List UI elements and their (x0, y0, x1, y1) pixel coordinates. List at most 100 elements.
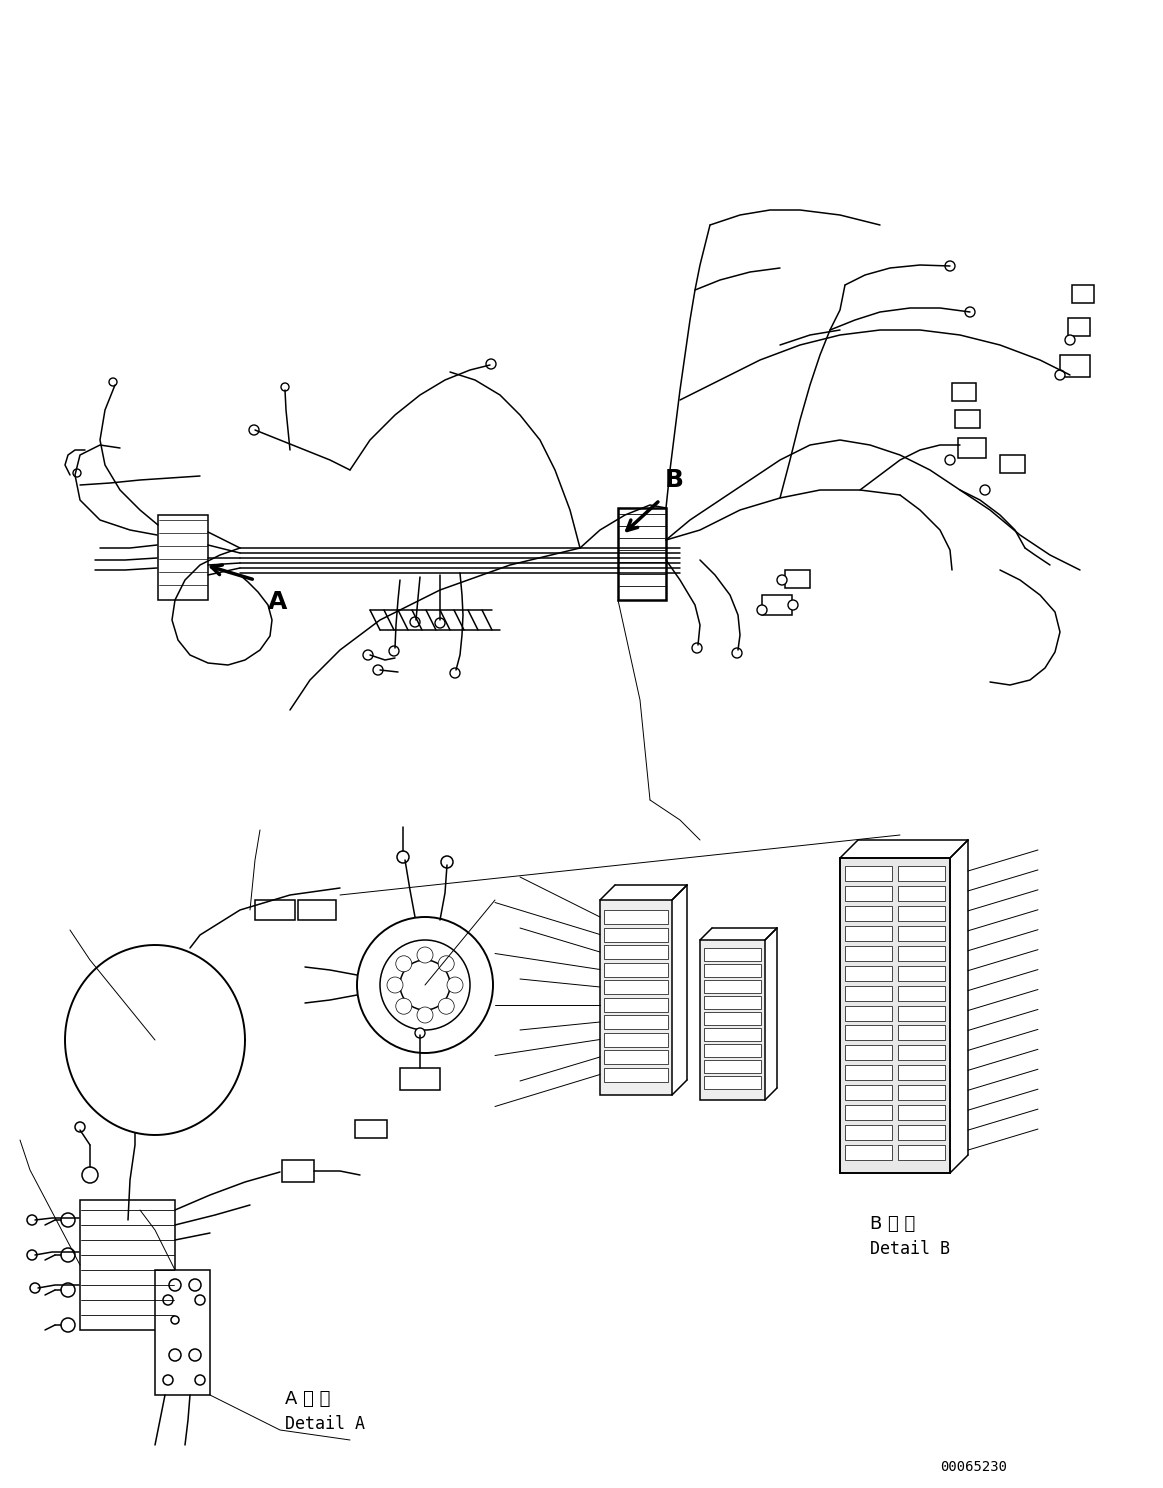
Circle shape (190, 1280, 201, 1292)
Circle shape (450, 668, 461, 679)
Bar (80, 1199, 174, 1330)
Circle shape (387, 978, 404, 992)
Bar (1068, 318, 1090, 336)
Circle shape (195, 1295, 205, 1305)
Bar (898, 866, 946, 881)
Bar (898, 1085, 946, 1100)
Circle shape (163, 1375, 173, 1385)
Circle shape (946, 260, 955, 271)
Bar (618, 507, 666, 600)
Text: Detail B: Detail B (870, 1240, 950, 1257)
Circle shape (400, 960, 450, 1010)
Bar (898, 1025, 946, 1040)
Bar (952, 382, 976, 400)
Circle shape (60, 1248, 74, 1262)
Bar (158, 515, 208, 600)
Bar (355, 1120, 387, 1138)
Bar (704, 1059, 761, 1073)
Circle shape (60, 1213, 74, 1228)
Text: Detail A: Detail A (285, 1415, 365, 1433)
Circle shape (1065, 335, 1075, 345)
Bar (846, 1085, 892, 1100)
Text: A 詳 細: A 詳 細 (285, 1390, 330, 1408)
Text: B 詳 細: B 詳 細 (870, 1216, 915, 1234)
Bar (704, 948, 761, 961)
Bar (704, 981, 761, 992)
Circle shape (435, 618, 445, 628)
Bar (704, 1028, 761, 1042)
Circle shape (438, 955, 455, 972)
Bar (704, 1012, 761, 1025)
Bar (785, 570, 809, 588)
Bar (846, 1125, 892, 1140)
Bar (846, 866, 892, 881)
Bar (604, 1067, 668, 1082)
Circle shape (169, 1280, 181, 1292)
Bar (604, 997, 668, 1012)
Bar (846, 946, 892, 961)
Circle shape (190, 1350, 201, 1362)
Bar (846, 1146, 892, 1161)
Circle shape (109, 378, 117, 385)
Circle shape (281, 382, 288, 391)
Circle shape (169, 1350, 181, 1362)
Circle shape (380, 940, 470, 1030)
Bar (604, 1051, 668, 1064)
Bar (155, 1269, 211, 1396)
Bar (298, 900, 336, 920)
Bar (1059, 356, 1090, 376)
Circle shape (60, 1283, 74, 1298)
Bar (846, 906, 892, 921)
Bar (604, 963, 668, 976)
Circle shape (83, 1167, 98, 1183)
Circle shape (388, 646, 399, 656)
Bar (898, 946, 946, 961)
Bar (846, 1046, 892, 1061)
Bar (846, 1025, 892, 1040)
Circle shape (357, 917, 493, 1054)
Bar (846, 1106, 892, 1120)
Bar (846, 926, 892, 940)
Bar (846, 1006, 892, 1021)
Bar (846, 966, 892, 981)
Circle shape (757, 606, 768, 615)
Bar (898, 1065, 946, 1080)
Bar (704, 1076, 761, 1089)
Circle shape (789, 600, 798, 610)
Bar (898, 1106, 946, 1120)
Bar (846, 985, 892, 1000)
Circle shape (946, 455, 955, 464)
Bar (400, 1068, 440, 1091)
Circle shape (965, 307, 975, 317)
Circle shape (27, 1216, 37, 1225)
Circle shape (397, 851, 409, 863)
Text: B: B (665, 469, 684, 493)
Circle shape (418, 946, 433, 963)
Circle shape (438, 998, 455, 1015)
Circle shape (373, 665, 383, 676)
Circle shape (692, 643, 702, 653)
Circle shape (163, 1295, 173, 1305)
Circle shape (395, 955, 412, 972)
Circle shape (195, 1375, 205, 1385)
Bar (898, 926, 946, 940)
Bar (898, 985, 946, 1000)
Bar (762, 595, 792, 615)
Bar (898, 1046, 946, 1061)
Bar (846, 885, 892, 900)
Bar (604, 911, 668, 924)
Circle shape (486, 359, 495, 369)
Bar (898, 885, 946, 900)
Circle shape (27, 1250, 37, 1260)
Circle shape (411, 618, 420, 626)
Bar (898, 906, 946, 921)
Bar (704, 1045, 761, 1056)
Circle shape (447, 978, 463, 992)
Bar (898, 1146, 946, 1161)
Circle shape (441, 856, 454, 868)
Circle shape (30, 1283, 40, 1293)
Bar (604, 1015, 668, 1030)
Circle shape (73, 469, 81, 478)
Circle shape (171, 1315, 179, 1324)
Text: 00065230: 00065230 (940, 1460, 1007, 1475)
